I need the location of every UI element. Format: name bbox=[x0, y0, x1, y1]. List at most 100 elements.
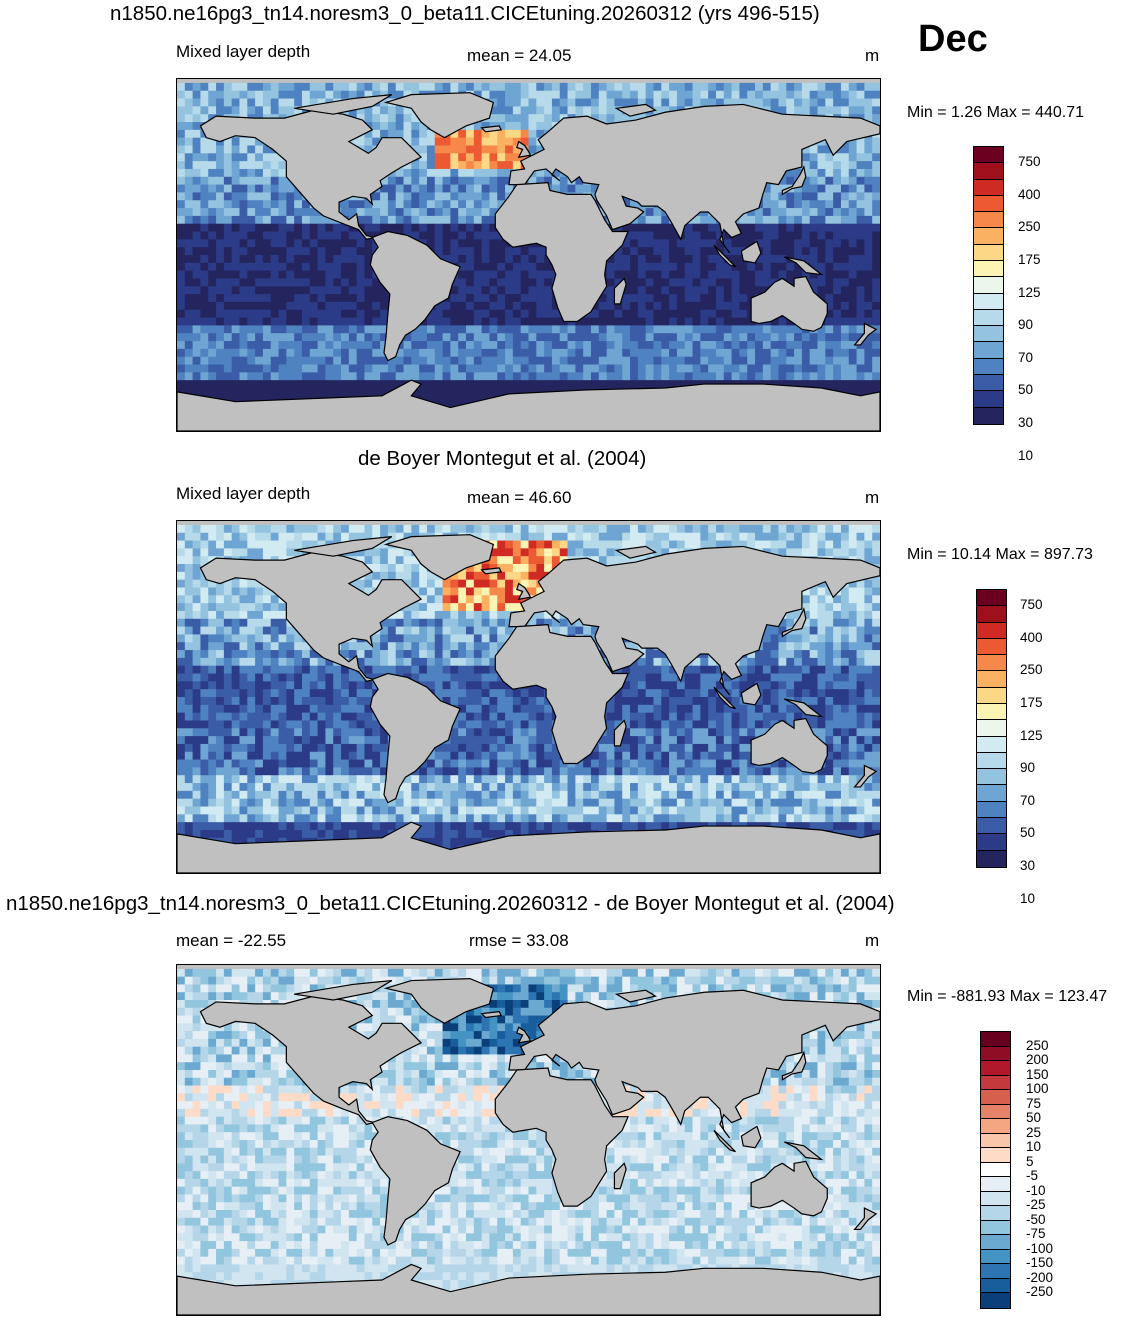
land-mass bbox=[369, 1116, 461, 1246]
land-mass bbox=[750, 275, 828, 332]
land-mass bbox=[784, 256, 824, 276]
colorbar-tick-label: 175 bbox=[1018, 252, 1041, 268]
colorbar-tick-label: -10 bbox=[1026, 1182, 1046, 1198]
colorbar-segment bbox=[981, 1191, 1010, 1207]
colorbar-segment bbox=[981, 1061, 1010, 1076]
colorbar-tick-label: -25 bbox=[1026, 1197, 1046, 1213]
colorbar-tick-label: 750 bbox=[1018, 154, 1041, 170]
land-mass bbox=[713, 686, 736, 710]
colorbar-tick-label: 150 bbox=[1026, 1066, 1049, 1082]
panel2-units: m bbox=[865, 488, 880, 507]
colorbar-tick-label: 25 bbox=[1026, 1124, 1042, 1140]
land-mass bbox=[713, 244, 736, 268]
land-mass bbox=[508, 103, 880, 254]
colorbar-tick-label: -250 bbox=[1026, 1284, 1054, 1300]
colorbar-tick-label: 125 bbox=[1020, 727, 1043, 743]
colorbar-segment bbox=[977, 736, 1006, 753]
colorbar-segment bbox=[981, 1104, 1010, 1120]
colorbar-tick-label: 90 bbox=[1018, 317, 1034, 333]
panel2-mean-label: mean = 46.60 bbox=[467, 488, 572, 507]
land-mass bbox=[613, 277, 627, 305]
land-mass bbox=[853, 764, 878, 788]
land-mass bbox=[613, 1162, 627, 1190]
land-mass bbox=[781, 607, 807, 638]
land-mass bbox=[199, 995, 423, 1126]
colorbar-segment bbox=[974, 212, 1003, 229]
colorbar-segment bbox=[977, 785, 1006, 802]
panel2-variable-label: Mixed layer depth bbox=[176, 484, 311, 503]
map-svg bbox=[177, 968, 880, 1315]
land-mass bbox=[750, 1160, 828, 1217]
colorbar-tick-label: 75 bbox=[1026, 1095, 1042, 1111]
colorbar-segment bbox=[974, 309, 1003, 327]
panel1-colorbar bbox=[973, 146, 1004, 425]
colorbar-segment bbox=[977, 817, 1006, 835]
land-mass bbox=[294, 979, 393, 1001]
panel1-minmax: Min = 1.26 Max = 440.71 bbox=[907, 104, 1084, 121]
land-mass bbox=[740, 240, 762, 264]
colorbar-segment bbox=[977, 769, 1006, 786]
land-mass bbox=[750, 717, 828, 774]
land-mass bbox=[494, 1067, 630, 1207]
colorbar-segment bbox=[977, 638, 1006, 656]
land-mass bbox=[294, 536, 393, 557]
colorbar-tick-label: -200 bbox=[1026, 1269, 1054, 1285]
land-mass bbox=[853, 322, 878, 346]
colorbar-tick-label: 400 bbox=[1018, 186, 1041, 202]
panel3-colorbar-labels: 250 200 150 100 75 50 25 10 5 -5 -10 -25 -50 -75 -100-… bbox=[1026, 1031, 1086, 1307]
land-mass bbox=[369, 672, 461, 804]
land-mass bbox=[480, 567, 503, 575]
land-mass bbox=[613, 719, 627, 747]
colorbar-segment bbox=[981, 1148, 1010, 1163]
panel2-colorbar bbox=[976, 589, 1007, 868]
colorbar-segment bbox=[977, 622, 1006, 639]
colorbar-segment bbox=[974, 244, 1003, 261]
map-svg bbox=[177, 524, 880, 873]
panel1-colorbar-labels: 750 400 250 175 125 90 70 50 30 10 bbox=[1018, 146, 1078, 461]
colorbar-tick-label: 70 bbox=[1018, 349, 1034, 365]
colorbar-tick-label: 250 bbox=[1018, 219, 1041, 235]
colorbar-segment bbox=[977, 703, 1006, 721]
land-mass bbox=[516, 140, 532, 159]
land-mass bbox=[614, 103, 658, 117]
colorbar-tick-label: 30 bbox=[1018, 415, 1034, 430]
colorbar-segment bbox=[974, 391, 1003, 408]
colorbar-tick-label: 100 bbox=[1026, 1081, 1049, 1097]
colorbar-tick-label: -5 bbox=[1026, 1168, 1039, 1184]
panel3-units: m bbox=[865, 931, 880, 950]
land-mass bbox=[383, 978, 495, 1025]
land-mass bbox=[494, 624, 630, 765]
land-mass bbox=[294, 94, 393, 115]
colorbar-segment bbox=[977, 687, 1006, 704]
land-mass bbox=[177, 379, 880, 431]
colorbar-segment bbox=[981, 1220, 1010, 1236]
colorbar-segment bbox=[981, 1075, 1010, 1091]
colorbar-tick-label: 200 bbox=[1026, 1052, 1049, 1068]
land-mass bbox=[177, 1263, 880, 1315]
colorbar-tick-label: -100 bbox=[1026, 1240, 1054, 1256]
panel3-title: n1850.ne16pg3_tn14.noresm3_0_beta11.CICE… bbox=[6, 892, 895, 915]
land-mass bbox=[199, 109, 423, 241]
land-mass bbox=[713, 1129, 736, 1153]
panel2-map bbox=[176, 520, 881, 874]
land-mass bbox=[494, 182, 630, 323]
colorbar-segment bbox=[977, 834, 1006, 851]
panel2-colorbar-labels: 750 400 250 175 125 90 70 50 30 10 bbox=[1020, 589, 1080, 904]
colorbar-tick-label: 10 bbox=[1026, 1139, 1042, 1155]
colorbar-segment bbox=[977, 671, 1006, 688]
colorbar-segment bbox=[977, 606, 1006, 623]
land-mass bbox=[614, 989, 658, 1003]
panel3-map bbox=[176, 964, 881, 1316]
panel3-rmse-label: rmse = 33.08 bbox=[469, 931, 569, 950]
colorbar-segment bbox=[981, 1133, 1010, 1149]
colorbar-segment bbox=[974, 342, 1003, 359]
colorbar-segment bbox=[974, 277, 1003, 294]
panel1-map bbox=[176, 78, 881, 432]
land-mass bbox=[480, 1011, 503, 1019]
colorbar-segment bbox=[981, 1293, 1010, 1308]
colorbar-tick-label: 10 bbox=[1018, 447, 1034, 463]
colorbar-segment bbox=[977, 720, 1006, 737]
month-label: Dec bbox=[918, 18, 988, 60]
colorbar-tick-label: -75 bbox=[1026, 1226, 1046, 1242]
map-svg bbox=[177, 82, 880, 431]
